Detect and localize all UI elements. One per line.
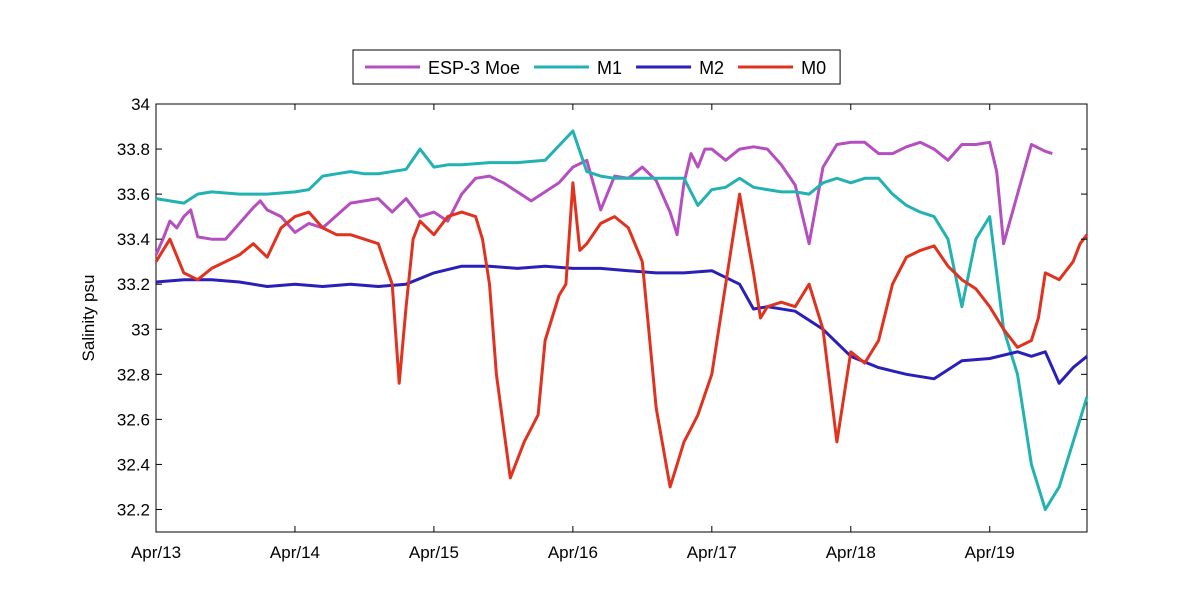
- y-axis-title: Salinity psu: [79, 275, 98, 362]
- x-axis: Apr/13 Apr/14 Apr/15 Apr/16 Apr/17 Apr/18 Apr/…: [131, 104, 1015, 562]
- x-tick-label: Apr/16: [548, 543, 598, 562]
- y-tick-label: 33.6: [117, 185, 150, 204]
- y-tick-label: 33.2: [117, 275, 150, 294]
- x-tick-label: Apr/14: [270, 543, 320, 562]
- legend: ESP-3 Moe M1 M2 M0: [352, 49, 841, 85]
- series-line-m1: [155, 129, 1089, 511]
- y-tick-label: 32.2: [117, 500, 150, 519]
- plot-frame: [155, 103, 1088, 533]
- x-tick-label: Apr/17: [687, 543, 737, 562]
- x-tick-label: Apr/18: [826, 543, 876, 562]
- y-tick-label: 32.8: [117, 365, 150, 384]
- legend-label-m2: M2: [699, 58, 724, 78]
- y-axis: 32.2 32.4 32.6 32.8 33 33.2 33.4 33.6 33.8 34: [117, 95, 1087, 519]
- series-line-esp-3-moe: [154, 140, 1053, 256]
- legend-label-m1: M1: [597, 58, 622, 78]
- series-line-m2: [155, 264, 1088, 385]
- series-layer: [154, 129, 1089, 511]
- x-tick-label: Apr/15: [409, 543, 459, 562]
- y-tick-label: 33.4: [117, 230, 150, 249]
- legend-label-m0: M0: [801, 58, 826, 78]
- y-tick-label: 33: [131, 320, 150, 339]
- legend-label-esp-3-moe: ESP-3 Moe: [428, 58, 520, 78]
- y-tick-label: 32.4: [117, 455, 150, 474]
- y-tick-label: 34: [131, 95, 150, 114]
- x-tick-label: Apr/19: [965, 543, 1015, 562]
- series-line-m0: [154, 181, 1089, 489]
- y-tick-label: 33.8: [117, 140, 150, 159]
- x-tick-label: Apr/13: [131, 543, 181, 562]
- y-tick-label: 32.6: [117, 410, 150, 429]
- plot-area: Apr/13 Apr/14 Apr/15 Apr/16 Apr/17 Apr/18 Apr/…: [117, 95, 1089, 562]
